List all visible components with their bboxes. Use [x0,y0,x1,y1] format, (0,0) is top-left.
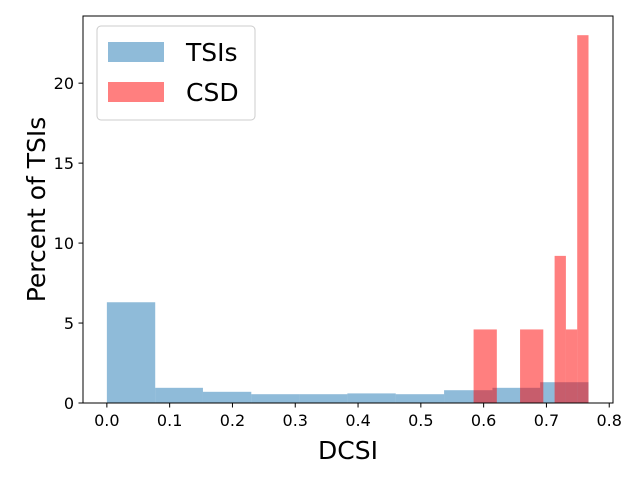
y-tick-label: 5 [64,314,74,333]
x-axis-label: DCSI [318,436,378,465]
x-tick-label: 0.8 [597,411,622,430]
bars-layer [106,35,589,403]
bar-csd-1 [520,329,544,403]
bar-tsis-4 [299,394,348,403]
bar-tsis-2 [202,391,252,403]
y-axis-ticks: 0 5 10 15 20 [54,74,83,413]
y-tick-label: 0 [64,394,74,413]
bar-tsis-6 [395,394,445,403]
x-tick-label: 0.3 [283,411,308,430]
plot-frame [82,15,614,404]
bar-csd-4 [577,35,589,403]
legend-label: TSIs [185,38,238,67]
x-tick-label: 0.0 [94,411,119,430]
x-tick-label: 0.1 [157,411,182,430]
x-tick-label: 0.6 [471,411,496,430]
legend-label: CSD [186,78,239,107]
y-tick-label: 10 [54,234,74,253]
y-tick-label: 20 [54,74,74,93]
bar-csd-2 [554,255,566,403]
x-tick-label: 0.2 [220,411,245,430]
x-tick-label: 0.5 [408,411,433,430]
y-tick-label: 15 [54,154,74,173]
legend-item-tsis: TSIs [108,38,238,67]
bar-tsis-3 [251,394,300,403]
series-csd [473,35,589,403]
legend-swatch [108,42,164,62]
x-axis-ticks: 0.0 0.1 0.2 0.3 0.4 0.5 0.6 0.7 0.8 [94,403,622,430]
bar-tsis-5 [347,393,396,403]
bar-csd-3 [565,329,578,403]
x-tick-label: 0.4 [345,411,370,430]
y-axis-label: Percent of TSIs [22,117,51,303]
x-tick-label: 0.7 [534,411,559,430]
bar-tsis-0 [106,302,156,403]
legend-item-csd: CSD [108,78,239,107]
legend: TSIs CSD [96,25,256,121]
legend-swatch [108,82,164,102]
bar-tsis-1 [155,387,203,403]
bar-csd-0 [473,329,497,403]
